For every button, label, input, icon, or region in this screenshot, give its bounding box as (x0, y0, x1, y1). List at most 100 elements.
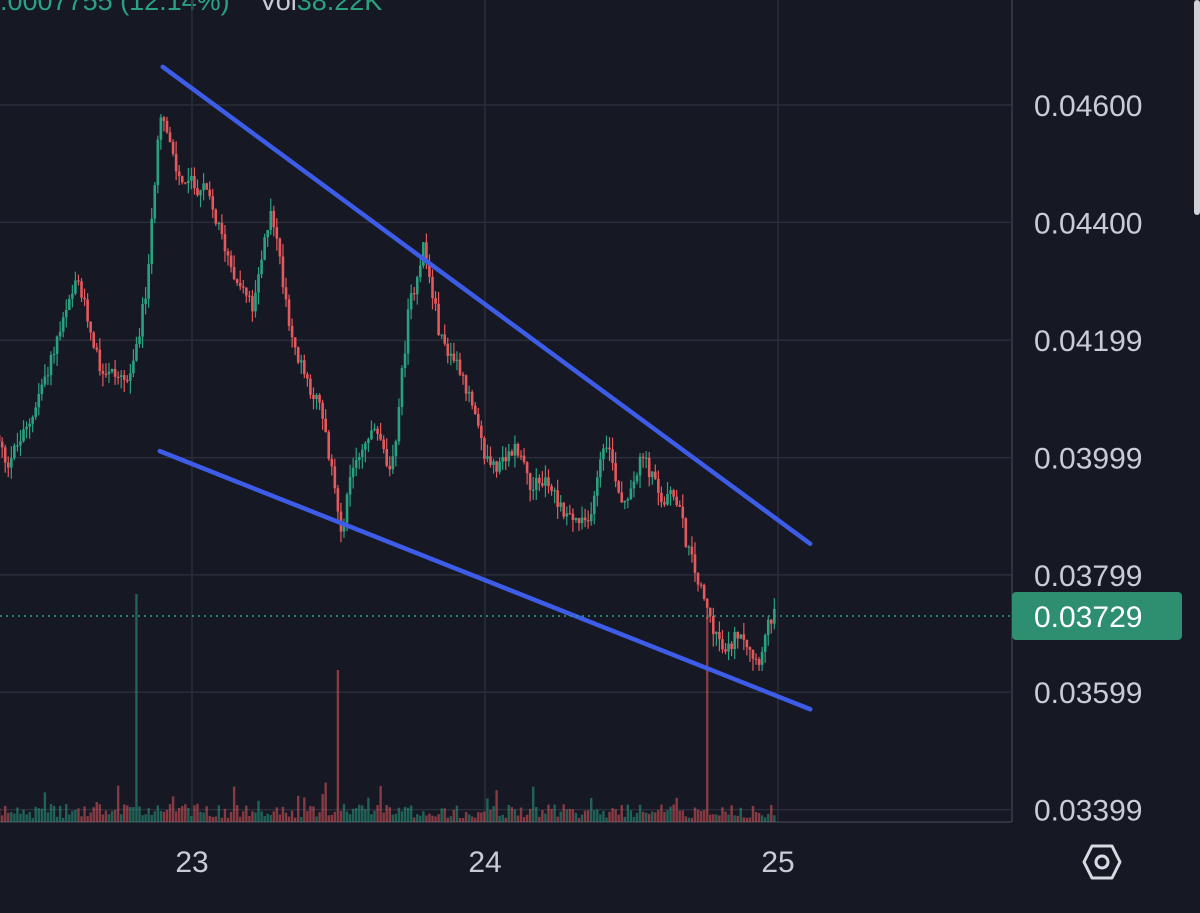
candle-body (116, 376, 120, 379)
volume-bar (504, 817, 507, 822)
volume-bar (623, 816, 626, 822)
candle-body (348, 477, 352, 495)
volume-bar (217, 805, 221, 822)
volume-bar (162, 811, 166, 822)
volume-bar (562, 804, 565, 822)
volume-bar (672, 804, 675, 822)
volume-bar (107, 814, 111, 822)
candle-body (391, 456, 395, 470)
volume-bar (266, 813, 269, 822)
volume-bar (147, 808, 150, 822)
volume-bar (544, 813, 547, 822)
volume-bar (611, 808, 614, 822)
current-price-badge (1012, 591, 1182, 640)
volume-bar (303, 797, 306, 822)
volume-bar (644, 812, 648, 822)
candle-body (260, 259, 263, 275)
volume-bar (336, 670, 340, 822)
candle-body (449, 353, 453, 356)
volume-bar (770, 805, 773, 822)
candle-body (92, 332, 96, 348)
candle-body (754, 658, 758, 660)
candle-body (376, 428, 379, 434)
price-axis-label: 0.03999 (1034, 443, 1142, 476)
trendline-upper[interactable] (160, 64, 813, 547)
volume-bar (150, 814, 153, 822)
volume-bar (419, 815, 422, 822)
time-axis[interactable]: 23 24 25 (175, 846, 794, 879)
volume-bar (4, 805, 7, 822)
candle-body (138, 336, 141, 345)
candle-body (165, 120, 169, 133)
candle-body (574, 518, 578, 521)
candle-body (220, 223, 224, 235)
candle-body (284, 287, 288, 300)
volume-bar (379, 786, 382, 822)
candle-body (324, 418, 327, 433)
candle-body (159, 117, 163, 140)
candle-body (58, 331, 62, 337)
volume-bar (599, 814, 602, 822)
volume-bar (98, 804, 102, 822)
candle-body (199, 190, 202, 196)
volume-bar (593, 810, 596, 822)
candle-body (690, 546, 694, 555)
candle-body (19, 441, 22, 446)
trendline-lower[interactable] (157, 448, 813, 712)
candle-body (275, 227, 279, 239)
volume-bar (345, 811, 349, 822)
volume-bar (306, 811, 309, 822)
volume-bar (739, 807, 742, 822)
candle-body (385, 449, 389, 466)
volume-bar (736, 815, 739, 822)
volume-bar (638, 804, 642, 822)
volume-bar (223, 808, 227, 822)
price-axis[interactable]: 0.04600 0.04400 0.04199 0.03999 0.03799 0.035… (1034, 90, 1142, 828)
volume-bar (495, 790, 498, 822)
volume-bar (174, 811, 178, 822)
candle-body (290, 325, 294, 338)
settings-hexagon-icon[interactable] (1082, 842, 1122, 882)
candle-body (409, 293, 413, 310)
candle-body (586, 520, 590, 522)
volume-bar (422, 811, 425, 822)
price-axis-label: 0.03799 (1034, 560, 1142, 593)
candle-body (205, 183, 208, 190)
candle-body (303, 360, 306, 375)
trendlines[interactable] (157, 64, 813, 712)
candle-body (64, 310, 68, 318)
candle-body (315, 394, 318, 399)
volume-bar (522, 816, 526, 822)
volume-bar (272, 811, 275, 822)
volume-bar (648, 813, 651, 822)
candle-body (388, 465, 392, 470)
volume-bar (190, 816, 193, 822)
candle-body (418, 265, 422, 278)
candle-body (486, 456, 489, 459)
volume-bar (324, 782, 327, 822)
volume-bar (257, 800, 260, 822)
volume-bar (86, 816, 89, 822)
candle-body (49, 354, 53, 376)
scrollbar-thumb[interactable] (1194, 0, 1200, 215)
candle-body (702, 584, 706, 600)
volume-bar (68, 814, 71, 822)
candle-body (644, 457, 648, 459)
candle-body (95, 347, 99, 350)
candle-body (718, 632, 721, 640)
candle-body (538, 477, 541, 484)
volume-bar (751, 805, 755, 822)
volume-bar (22, 809, 25, 822)
candle-body (156, 139, 160, 186)
volume-bar (144, 814, 147, 822)
candle-body (394, 441, 398, 457)
volume-bar (538, 816, 541, 822)
volume-bar (309, 806, 312, 822)
candle-body (461, 374, 465, 376)
candle-body (525, 462, 529, 474)
time-axis-label: 24 (468, 846, 501, 879)
candle-body (287, 299, 291, 326)
candle-body (422, 242, 425, 266)
candle-body (565, 513, 569, 517)
